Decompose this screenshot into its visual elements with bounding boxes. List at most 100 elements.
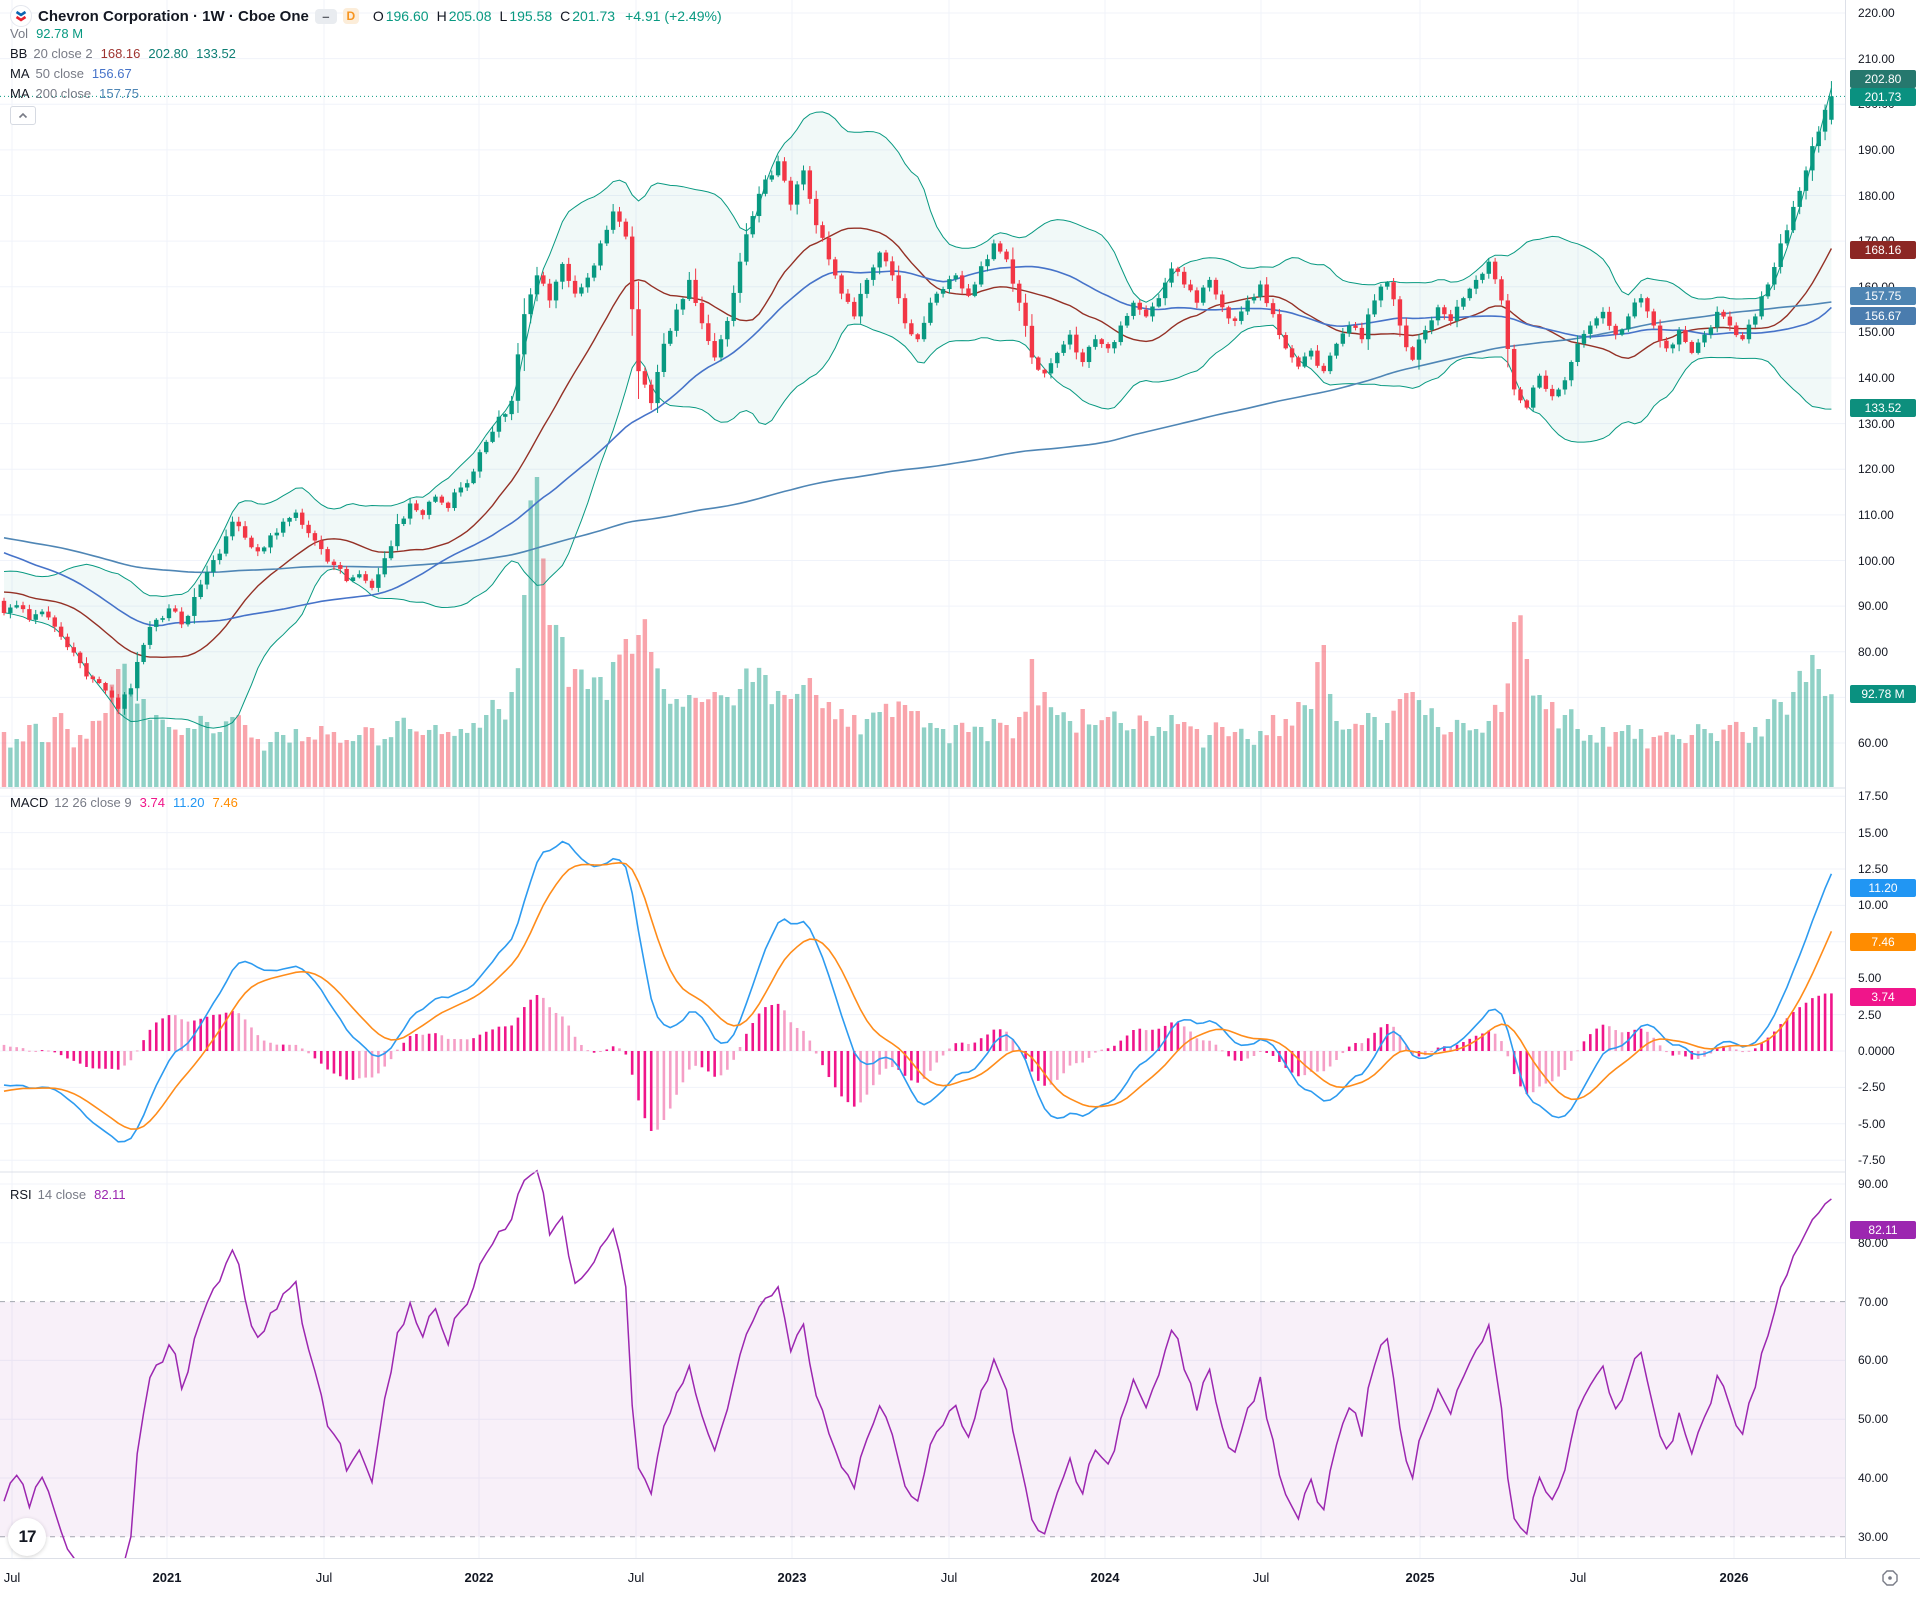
macd-histogram-layer — [2, 993, 1833, 1131]
price-tick-label: 220.00 — [1858, 6, 1895, 20]
price-tick-label: 80.00 — [1858, 644, 1889, 659]
ma200-name: MA — [10, 86, 30, 101]
macd-tick-label: 0.0000 — [1858, 1044, 1895, 1058]
time-label-year: 2021 — [152, 1570, 182, 1585]
bb-upper-value: 202.80 — [148, 46, 189, 61]
price-tick-label: 60.00 — [1858, 736, 1889, 750]
time-label-year: 2023 — [777, 1570, 807, 1585]
change-value: +4.91 (+2.49%) — [625, 8, 722, 24]
macd-tick-label: -5.00 — [1858, 1116, 1886, 1131]
macd-tick-label: 17.50 — [1858, 789, 1889, 804]
time-label-year: 2026 — [1719, 1570, 1749, 1585]
chevron-up-icon — [18, 112, 28, 118]
candles-layer — [1, 81, 1834, 715]
rsi-params: 14 close — [37, 1187, 87, 1202]
high-value: 205.08 — [448, 8, 492, 24]
bb-lower-value: 133.52 — [196, 46, 236, 61]
volume-label: Vol — [10, 26, 29, 41]
ma200-params: 200 close — [35, 86, 92, 101]
macd-tick-label: 10.00 — [1858, 898, 1889, 913]
time-label-month: Jul — [315, 1570, 333, 1585]
chevron-logo-icon — [10, 5, 32, 27]
rsi-band — [0, 1301, 1845, 1538]
price-tick-label: 140.00 — [1858, 371, 1895, 385]
macd-tick-label: -7.50 — [1858, 1153, 1886, 1168]
macd-tick-label: 2.50 — [1858, 1007, 1882, 1022]
time-label-month: Jul — [940, 1570, 958, 1585]
price-tick-label: 190.00 — [1858, 142, 1895, 157]
pane-separators — [0, 787, 1920, 1173]
time-label-year: 2022 — [464, 1570, 494, 1585]
rsi-value: 82.11 — [94, 1187, 126, 1202]
time-label-year: 2025 — [1405, 1570, 1435, 1585]
price-tick-label: 180.00 — [1858, 188, 1895, 203]
ma50-params: 50 close — [35, 66, 84, 81]
price-tick-label: 150.00 — [1858, 325, 1895, 340]
market-status-icon: – — [314, 8, 337, 24]
low-value: 195.58 — [509, 8, 553, 24]
macd-params: 12 26 close 9 — [54, 795, 132, 810]
symbol-title[interactable]: Chevron Corporation · 1W · Cboe One — [38, 7, 309, 25]
price-tick-label: 120.00 — [1858, 462, 1895, 477]
time-label-month: Jul — [3, 1570, 21, 1585]
macd-legend-row[interactable]: MACD 12 26 close 9 3.74 11.20 7.46 — [10, 795, 238, 810]
ma50-value: 156.67 — [91, 66, 132, 81]
ma50-legend-row[interactable]: MA 50 close 156.67 — [10, 66, 132, 81]
volume-layer — [1, 477, 1834, 787]
rsi-badge: 82.11 — [1850, 1221, 1916, 1240]
delayed-data-badge[interactable]: D — [342, 8, 359, 24]
time-axis[interactable]: Jul 2021 Jul 2022 Jul 2023 Jul 2024 Jul 2025 Jul 20… — [0, 1558, 1920, 1600]
time-label-year: 2024 — [1090, 1570, 1120, 1585]
macd-tick-label: 15.00 — [1858, 825, 1889, 840]
price-badge: 201.73 — [1850, 88, 1916, 107]
tradingview-logo[interactable]: 17 — [8, 1518, 46, 1556]
macd-name: MACD — [10, 795, 49, 810]
rsi-tick-label: 40.00 — [1858, 1471, 1889, 1485]
macd-lines-layer — [3, 840, 1833, 1143]
macd-tick-label: 12.50 — [1858, 862, 1889, 876]
macd-badge: 7.46 — [1850, 933, 1916, 952]
macd-badge: 3.74 — [1850, 987, 1916, 1006]
rsi-legend-row[interactable]: RSI 14 close 82.11 — [10, 1187, 126, 1202]
bb-name: BB — [10, 46, 28, 61]
collapse-legend-button[interactable] — [10, 106, 36, 125]
rsi-tick-label: 80.00 — [1858, 1235, 1889, 1250]
bb-legend-row[interactable]: BB 20 close 2 168.16 202.80 133.52 — [10, 46, 236, 61]
rsi-tick-label: 70.00 — [1858, 1294, 1889, 1309]
time-label-month: Jul — [1569, 1570, 1587, 1585]
symbol-header[interactable]: Chevron Corporation · 1W · Cboe One – D … — [10, 5, 722, 27]
ma200-legend-row[interactable]: MA 200 close 157.75 — [10, 86, 139, 101]
price-tick-label: 130.00 — [1858, 416, 1895, 431]
volume-value: 92.78 M — [36, 26, 84, 41]
price-badge: 156.67 — [1850, 306, 1916, 325]
volume-badge: 92.78 M — [1850, 685, 1916, 704]
price-badge: 168.16 — [1850, 240, 1916, 259]
price-badge: 157.75 — [1850, 287, 1916, 306]
macd-tick-label: 5.00 — [1858, 971, 1882, 986]
gridlines-layer — [0, 0, 1845, 1558]
price-tick-label: 210.00 — [1858, 51, 1895, 66]
rsi-tick-label: 30.00 — [1858, 1529, 1889, 1544]
rsi-tick-label: 60.00 — [1858, 1353, 1889, 1368]
time-label-month: Jul — [1252, 1570, 1270, 1585]
bb-basis-value: 168.16 — [100, 46, 141, 61]
ohlc-readout: O 196.60 H 205.08 L 195.58 C 201.73 +4.91 (+… — [372, 8, 722, 24]
timezone-settings-icon[interactable] — [1880, 1568, 1900, 1588]
rsi-name: RSI — [10, 1187, 32, 1202]
macd-badge: 11.20 — [1850, 878, 1916, 897]
time-label-month: Jul — [627, 1570, 645, 1585]
ma200-value: 157.75 — [99, 86, 139, 101]
rsi-tick-label: 50.00 — [1858, 1412, 1889, 1427]
bollinger-layer — [3, 87, 1833, 729]
price-tick-label: 90.00 — [1858, 599, 1889, 614]
open-value: 196.60 — [385, 8, 429, 24]
price-axis[interactable]: 220.00210.00200.00190.00180.00170.00160.… — [1845, 0, 1920, 1558]
price-badge: 133.52 — [1850, 398, 1916, 417]
rsi-line-layer — [3, 1169, 1832, 1600]
macd-signal-value: 7.46 — [212, 795, 238, 810]
price-tick-label: 110.00 — [1858, 507, 1894, 522]
macd-hist-value: 3.74 — [139, 795, 165, 810]
close-value: 201.73 — [572, 8, 616, 24]
volume-legend-row[interactable]: Vol 92.78 M — [10, 26, 83, 41]
